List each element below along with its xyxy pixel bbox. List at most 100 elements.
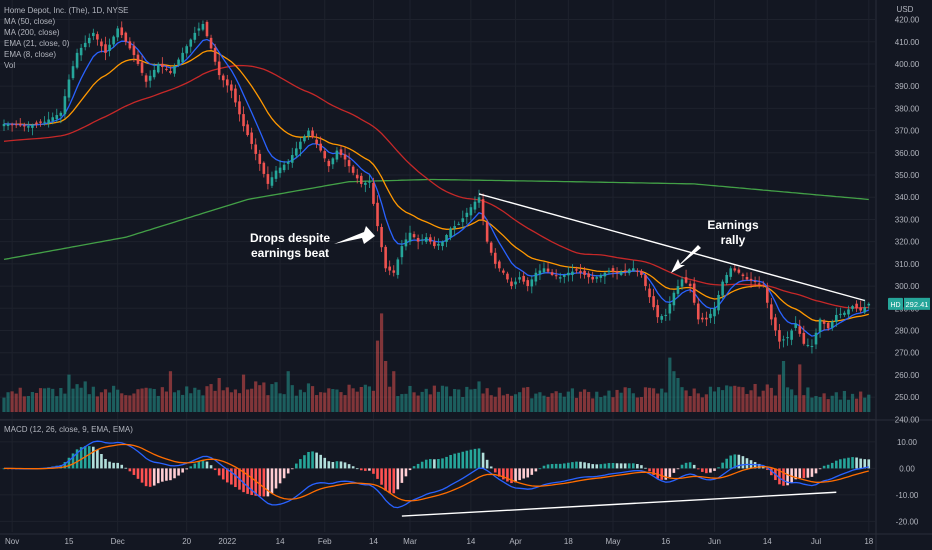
macd-histogram-bar <box>676 468 680 470</box>
candle-body <box>120 27 124 36</box>
macd-histogram-bar <box>648 468 651 472</box>
macd-histogram-bar <box>266 468 270 497</box>
volume-bar <box>647 387 652 412</box>
macd-histogram-bar <box>295 463 298 469</box>
volume-bar <box>266 395 270 412</box>
candle-body <box>238 101 241 115</box>
candle-body <box>765 288 769 303</box>
candle <box>335 147 339 163</box>
candle <box>319 136 322 153</box>
volume-bar <box>51 388 55 412</box>
candle-body <box>27 126 30 128</box>
candle <box>116 25 119 42</box>
macd-histogram-bar <box>822 465 826 469</box>
candle <box>83 35 87 51</box>
volume-bar <box>241 374 246 412</box>
price-tick-label: 250.00 <box>895 393 920 402</box>
macd-histogram-bar <box>380 468 383 485</box>
candle-body <box>493 252 497 264</box>
candle <box>765 282 769 309</box>
candle <box>230 80 233 99</box>
macd-histogram-bar <box>364 468 367 471</box>
time-tick-label: 2022 <box>218 537 236 546</box>
volume-bar <box>578 391 583 412</box>
candle-body <box>510 281 513 287</box>
candle-body <box>152 69 156 78</box>
candle-body <box>611 268 615 272</box>
volume-bar <box>440 385 445 412</box>
macd-tick-label: 0.00 <box>899 464 915 473</box>
macd-histogram-bar <box>116 462 119 469</box>
candle <box>295 141 298 158</box>
price-tick-label: 340.00 <box>895 193 920 202</box>
volume-bar <box>745 393 749 412</box>
candle-body <box>217 61 221 76</box>
price-tag <box>888 297 930 310</box>
volume-bar <box>148 388 152 412</box>
volume-bar <box>729 386 733 412</box>
macd-histogram-bar <box>814 468 818 474</box>
candle-body <box>392 270 396 273</box>
candle-body <box>648 288 651 298</box>
candle <box>847 305 850 318</box>
candle <box>453 220 456 237</box>
macd-histogram-bar <box>315 452 318 469</box>
candle-body <box>453 226 456 229</box>
legend-volume: Vol <box>4 61 16 70</box>
volume-bar <box>749 390 753 412</box>
candle-body <box>477 197 481 203</box>
volume-bar <box>168 371 173 412</box>
macd-histogram-bar <box>250 468 253 495</box>
time-tick-label: Nov <box>5 537 19 546</box>
volume-bar <box>327 388 331 412</box>
candle-body <box>47 119 50 124</box>
macd-histogram-bar <box>449 454 452 469</box>
volume-bar <box>400 394 404 412</box>
candle <box>92 28 95 41</box>
candle <box>420 234 424 245</box>
macd-histogram-bar <box>558 463 562 469</box>
candle <box>169 66 172 75</box>
candle-body <box>63 96 67 115</box>
candle <box>761 280 765 288</box>
candle-body <box>286 161 290 164</box>
volume-bar <box>26 395 30 412</box>
volume-bar <box>566 391 570 412</box>
candle-body <box>705 317 708 320</box>
candle <box>757 276 761 289</box>
macd-histogram-bar <box>696 468 700 470</box>
volume-bar <box>554 391 558 412</box>
macd-histogram-bar <box>307 451 310 469</box>
candle-body <box>43 121 46 123</box>
candle-body <box>213 47 217 62</box>
candle <box>327 158 331 173</box>
time-tick-label: 14 <box>466 537 475 546</box>
candle <box>745 272 749 282</box>
ma200-line <box>3 178 869 261</box>
macd-histogram-bar <box>786 468 789 486</box>
time-tick-label: 20 <box>182 537 191 546</box>
candle <box>343 147 347 167</box>
volume-bar <box>737 386 741 412</box>
candle <box>246 120 249 137</box>
volume-bar <box>546 396 550 412</box>
macd-histogram-bar <box>546 464 550 469</box>
candle <box>351 164 355 176</box>
candle-body <box>307 130 310 137</box>
volume-bar <box>538 392 542 412</box>
price-tick-label: 400.00 <box>895 60 920 69</box>
volume-bar <box>684 390 688 412</box>
volume-bar <box>302 392 307 412</box>
volume-bar <box>863 397 867 412</box>
candle-body <box>165 68 168 70</box>
volume-bar <box>587 391 591 412</box>
candle-body <box>148 75 152 81</box>
candle <box>648 283 651 303</box>
macd-histogram-bar <box>538 468 542 470</box>
candle-body <box>79 47 83 56</box>
candle-body <box>262 162 266 174</box>
price-tick-label: 350.00 <box>895 171 920 180</box>
candle-body <box>355 174 359 179</box>
macd-histogram-bar <box>445 456 448 469</box>
